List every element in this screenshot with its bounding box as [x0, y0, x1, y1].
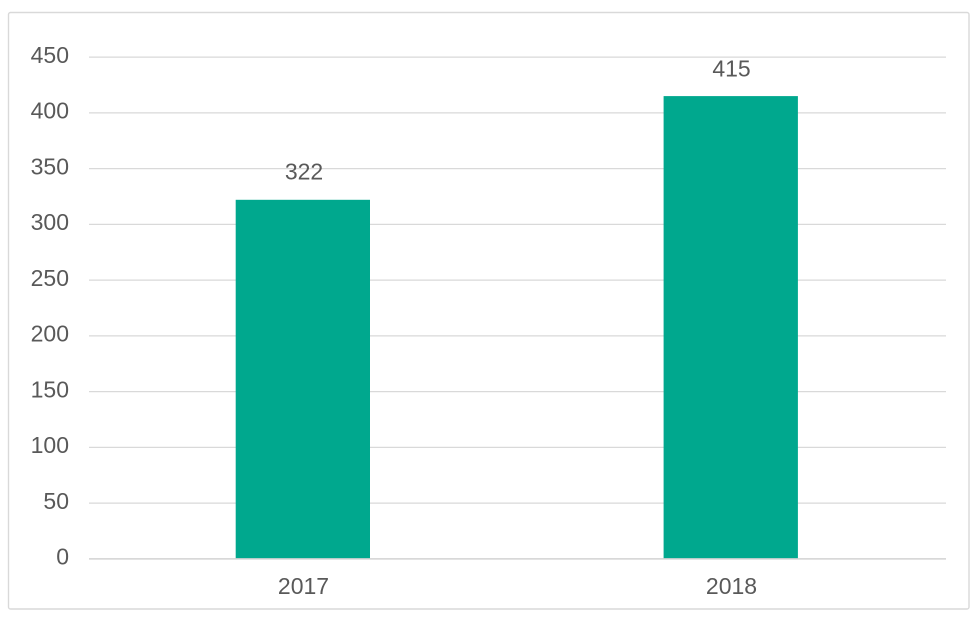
svg-text:450: 450 — [31, 42, 69, 68]
svg-text:350: 350 — [31, 154, 69, 180]
svg-text:300: 300 — [31, 209, 69, 235]
svg-text:2017: 2017 — [278, 573, 329, 599]
svg-text:150: 150 — [31, 376, 69, 402]
svg-text:200: 200 — [31, 321, 69, 347]
svg-text:415: 415 — [712, 56, 750, 82]
svg-text:400: 400 — [31, 98, 69, 124]
svg-text:50: 50 — [43, 488, 69, 514]
svg-text:0: 0 — [56, 544, 69, 570]
svg-text:250: 250 — [31, 265, 69, 291]
svg-text:2018: 2018 — [706, 573, 757, 599]
svg-text:322: 322 — [285, 159, 323, 185]
svg-text:100: 100 — [31, 432, 69, 458]
